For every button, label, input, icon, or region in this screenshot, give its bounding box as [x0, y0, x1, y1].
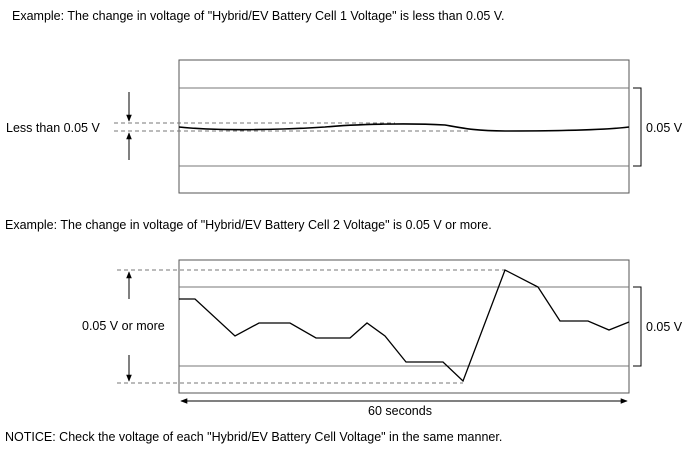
cell1-graph: Less than 0.05 V 0.05 V	[6, 59, 683, 194]
cell2-voltage-curve	[179, 269, 630, 383]
cell2-graph-frame	[178, 259, 630, 394]
example2-caption: Example: The change in voltage of "Hybri…	[5, 218, 492, 232]
cell2-right-label: 0.05 V	[646, 320, 683, 334]
time-span-label: 60 seconds	[368, 404, 432, 418]
cell1-left-label: Less than 0.05 V	[6, 121, 100, 135]
cell1-voltage-curve	[178, 123, 630, 132]
cell1-graph-frame	[178, 59, 630, 194]
example1-caption: Example: The change in voltage of "Hybri…	[12, 9, 505, 23]
cell1-right-label: 0.05 V	[646, 121, 683, 135]
notice-text: NOTICE: Check the voltage of each "Hybri…	[5, 430, 503, 444]
cell1-right-bracket	[633, 87, 642, 167]
cell2-right-bracket	[633, 286, 642, 367]
cell2-graph: 0.05 V or more 0.05 V 60 seconds	[82, 259, 683, 418]
cell2-left-label: 0.05 V or more	[82, 319, 165, 333]
